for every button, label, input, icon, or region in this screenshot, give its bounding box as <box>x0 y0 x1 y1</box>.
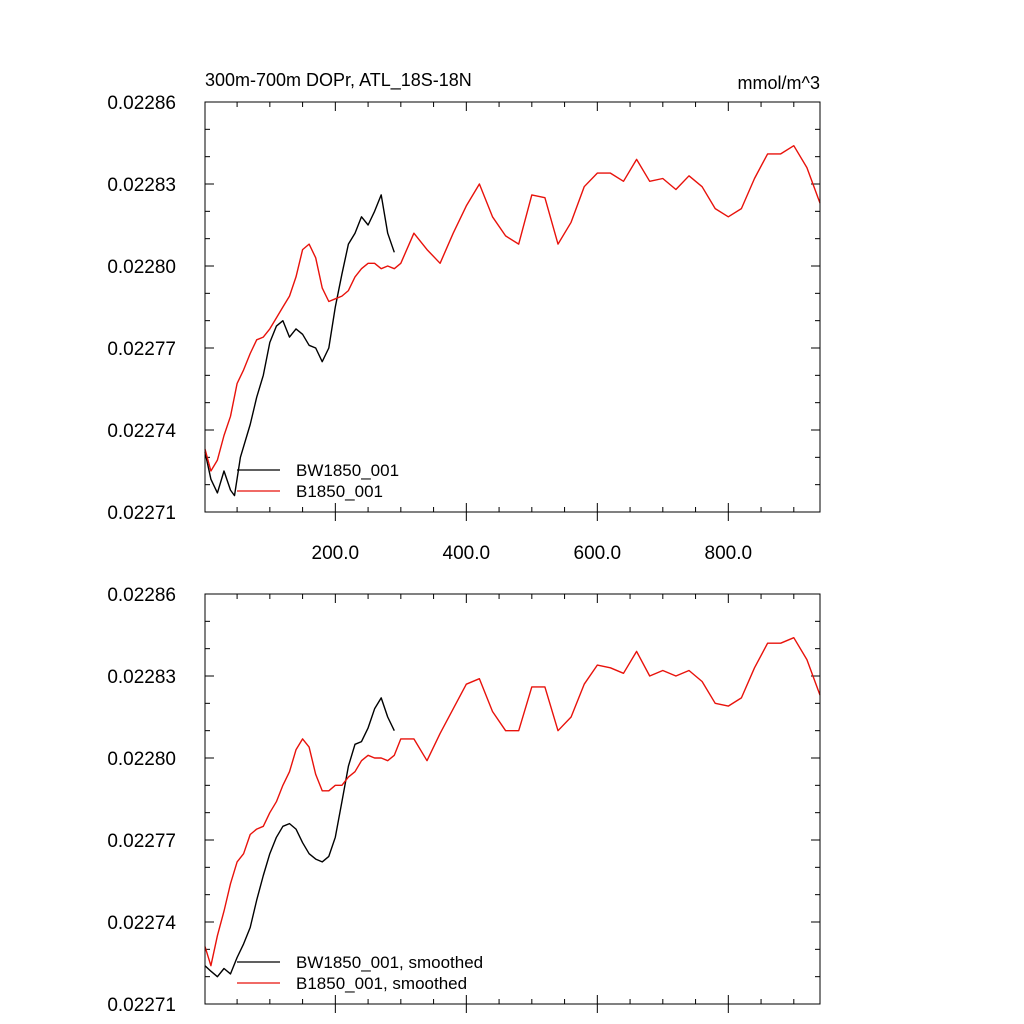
top-x-tick-labels: 200.0 400.0 600.0 800.0 <box>312 543 753 564</box>
series-line-bw1850-001-smoothed <box>204 697 395 978</box>
units-label: mmol/m^3 <box>738 73 820 93</box>
panel-top: 300m-700m DOPr, ATL_18S-18N mmol/m^3 0.0… <box>107 70 821 564</box>
bottom-y-tick-labels: 0.02271 0.02274 0.02277 0.02280 0.02283 0.022… <box>107 585 176 1016</box>
top-x-tick-label: 800.0 <box>705 543 753 564</box>
bottom-y-tick-label: 0.02274 <box>107 913 176 934</box>
chart-title: 300m-700m DOPr, ATL_18S-18N <box>205 70 472 91</box>
bottom-y-tick-label: 0.02286 <box>107 585 176 606</box>
bottom-axis-ticks <box>205 593 820 1013</box>
bottom-y-tick-label: 0.02280 <box>107 749 176 770</box>
top-legend: BW1850_001 B1850_001 <box>237 461 399 501</box>
series-line-b1850-001 <box>204 144 821 472</box>
series-line-b1850-001-smoothed <box>204 637 821 967</box>
legend-label-bw1850: BW1850_001 <box>296 461 399 480</box>
bottom-legend: BW1850_001, smoothed B1850_001, smoothed <box>237 953 483 993</box>
top-plot-area <box>204 144 821 497</box>
top-axis-ticks <box>205 101 820 521</box>
top-y-tick-label: 0.02286 <box>107 93 176 114</box>
bottom-plot-frame <box>204 593 821 1005</box>
series-line-bw1850-001 <box>204 194 395 497</box>
legend-label-b1850: B1850_001 <box>296 482 383 501</box>
top-y-tick-label: 0.02277 <box>107 339 176 360</box>
top-y-tick-label: 0.02271 <box>107 503 176 524</box>
bottom-y-tick-label: 0.02271 <box>107 995 176 1016</box>
bottom-plot-area <box>204 637 821 978</box>
legend-label-b1850-smoothed: B1850_001, smoothed <box>296 974 467 993</box>
top-x-tick-label: 400.0 <box>443 543 491 564</box>
top-x-tick-label: 200.0 <box>312 543 360 564</box>
top-y-tick-label: 0.02283 <box>107 175 176 196</box>
top-y-tick-label: 0.02280 <box>107 257 176 278</box>
top-y-tick-labels: 0.02271 0.02274 0.02277 0.02280 0.02283 0.022… <box>107 93 176 524</box>
panel-bottom: 0.02271 0.02274 0.02277 0.02280 0.02283 0.022… <box>107 585 821 1016</box>
top-x-tick-label: 600.0 <box>574 543 622 564</box>
bottom-y-tick-label: 0.02277 <box>107 831 176 852</box>
bottom-y-tick-label: 0.02283 <box>107 667 176 688</box>
top-y-tick-label: 0.02274 <box>107 421 176 442</box>
top-plot-frame <box>204 101 821 513</box>
legend-label-bw1850-smoothed: BW1850_001, smoothed <box>296 953 483 972</box>
